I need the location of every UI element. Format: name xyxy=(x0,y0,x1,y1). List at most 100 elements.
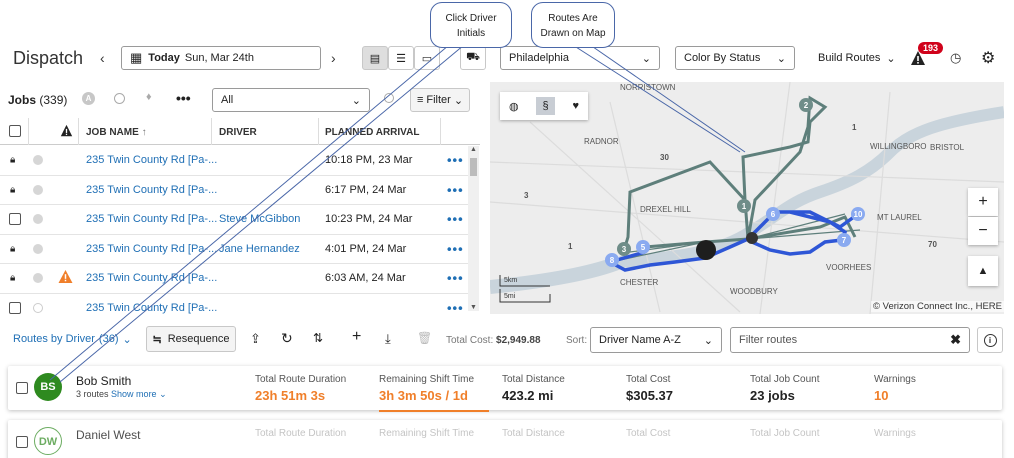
job-name-link[interactable]: 235 Twin County Rd [Pa-... xyxy=(86,272,218,285)
column-driver[interactable]: DRIVER xyxy=(219,127,257,138)
clear-icon[interactable]: ✖ xyxy=(950,332,961,347)
date-picker[interactable]: ▦ Today Sun, Mar 24th xyxy=(121,46,321,70)
metric-label: Warnings xyxy=(874,428,916,439)
jobs-filter-select[interactable]: All ⌄ xyxy=(212,88,370,112)
job-name-link[interactable]: 235 Twin County Rd [Pa-... xyxy=(86,213,218,226)
column-planned-arrival[interactable]: PLANNED ARRIVAL xyxy=(325,127,420,138)
table-row[interactable]: 235 Twin County Rd [Pa-... Steve McGibbo… xyxy=(0,205,468,235)
row-more-options-icon[interactable]: ••• xyxy=(447,300,464,314)
next-date-icon[interactable]: › xyxy=(331,50,336,66)
lightbulb-icon[interactable]: ♦ xyxy=(146,91,152,103)
sort-label: Sort: xyxy=(566,335,588,346)
driver-checkbox[interactable] xyxy=(16,382,28,394)
zoom-in-button[interactable]: + xyxy=(968,188,998,216)
view-map-button[interactable]: ▭ xyxy=(414,46,440,70)
routes-count: (36) xyxy=(98,333,119,345)
view-list-button[interactable]: ☰ xyxy=(388,46,414,70)
row-more-options-icon[interactable]: ••• xyxy=(447,241,464,257)
search-icon[interactable] xyxy=(384,93,394,103)
stop-1: 1 xyxy=(742,202,747,211)
sort-select[interactable]: Driver Name A-Z ⌄ xyxy=(590,327,722,353)
status-circle-icon[interactable] xyxy=(114,93,125,104)
map[interactable]: 2 1 3 5 8 6 7 10 NORRISTOWN RADNOR WILLI… xyxy=(490,82,1004,314)
zoom-out-button[interactable]: − xyxy=(968,217,998,245)
row-more-options-icon[interactable]: ••• xyxy=(447,270,464,286)
lock-icon[interactable]: 🔒︎ xyxy=(10,184,16,196)
job-name-link[interactable]: 235 Twin County Rd [Pa-... xyxy=(86,301,218,314)
lock-icon[interactable]: 🔒︎ xyxy=(10,243,16,255)
resequence-button[interactable]: ≒ Resequence xyxy=(146,326,236,352)
globe-icon[interactable]: ◍ xyxy=(508,100,519,113)
driver-checkbox[interactable] xyxy=(16,436,28,448)
view-truck-button[interactable]: ⛟ xyxy=(460,46,486,70)
alert-count-badge: 193 xyxy=(918,42,944,54)
status-dot-icon xyxy=(33,184,43,195)
table-row[interactable]: 235 Twin County Rd [Pa-... ••• xyxy=(0,294,468,314)
column-job-name[interactable]: JOB NAME ↑ xyxy=(86,127,147,138)
driver-metric: Total Cost $305.37 xyxy=(626,374,746,410)
driver-card[interactable]: BS Bob Smith 3 routes Show more ⌄ Total … xyxy=(8,366,1002,412)
map-attribution: © Verizon Connect Inc., HERE xyxy=(871,301,1004,312)
stop-6: 6 xyxy=(771,210,776,219)
driver-card[interactable]: DW Daniel West Total Route Duration Rema… xyxy=(8,420,1002,458)
driver-initials-avatar[interactable]: BS xyxy=(34,373,62,401)
map-canvas: 2 1 3 5 8 6 7 10 NORRISTOWN RADNOR WILLI… xyxy=(490,82,1004,314)
lock-icon[interactable]: 🔒︎ xyxy=(10,272,16,284)
driver-metric: Total Distance 423.2 mi xyxy=(502,374,622,410)
info-button[interactable]: i xyxy=(977,327,1003,353)
more-options-icon[interactable]: ••• xyxy=(176,90,191,106)
metric-value: 23 jobs xyxy=(750,388,795,403)
build-routes-button[interactable]: Build Routes ⌄ xyxy=(818,52,896,65)
chevron-down-icon: ⌄ xyxy=(886,53,896,65)
upload-icon[interactable]: ⇪ xyxy=(250,331,261,346)
select-all-checkbox[interactable] xyxy=(9,125,21,137)
row-more-options-icon[interactable]: ••• xyxy=(447,152,464,168)
status-dot-icon xyxy=(33,214,43,225)
jobs-scrollbar[interactable]: ▲ ▼ xyxy=(468,146,479,311)
sort-value: Driver Name A-Z xyxy=(599,334,681,346)
gear-icon[interactable]: ⚙ xyxy=(981,50,996,67)
compass-button[interactable]: ▲ xyxy=(968,256,998,286)
status-dot-icon xyxy=(33,243,43,254)
job-name-link[interactable]: 235 Twin County Rd [Pa-... xyxy=(86,154,218,167)
road-30: 30 xyxy=(660,153,669,162)
add-icon[interactable]: + xyxy=(352,328,362,345)
refresh-icon[interactable]: ↻ xyxy=(281,330,293,346)
row-checkbox[interactable] xyxy=(9,213,21,226)
trash-icon[interactable]: 🗑 xyxy=(417,331,433,345)
auto-filter-icon[interactable]: A xyxy=(82,92,95,105)
sort-arrow-icon: ↑ xyxy=(141,127,147,138)
stop-3: 3 xyxy=(622,245,627,254)
driver-link[interactable]: Jane Hernandez xyxy=(219,242,300,255)
lock-icon[interactable]: 🔒︎ xyxy=(10,154,16,166)
metric-value: 23h 51m 3s xyxy=(255,388,326,403)
row-more-options-icon[interactable]: ••• xyxy=(447,182,464,198)
driver-link[interactable]: Steve McGibbon xyxy=(219,213,301,226)
table-row[interactable]: 🔒︎ 235 Twin County Rd [Pa-... 10:18 PM, … xyxy=(0,146,468,176)
pin-icon[interactable]: ♥ xyxy=(572,100,580,112)
routes-by-driver-toggle[interactable]: Routes by Driver (36) ⌄ xyxy=(13,333,132,346)
driver-initials-avatar[interactable]: DW xyxy=(34,427,62,455)
table-row[interactable]: 🔒︎ 235 Twin County Rd [Pa-... Jane Herna… xyxy=(0,235,468,264)
view-split-button[interactable]: ▤ xyxy=(362,46,388,70)
filter-button[interactable]: ≡ Filter ⌄ xyxy=(410,88,470,112)
row-checkbox[interactable] xyxy=(9,301,21,314)
region-select[interactable]: Philadelphia ⌄ xyxy=(500,46,660,70)
history-icon[interactable]: ◷ xyxy=(950,50,962,65)
status-dot-icon xyxy=(33,302,43,313)
alerts-button[interactable] xyxy=(910,50,926,66)
table-row[interactable]: 🔒︎ 235 Twin County Rd [Pa-... 6:03 AM, 2… xyxy=(0,264,468,294)
stop-10: 10 xyxy=(854,210,863,219)
route-layer-icon[interactable]: § xyxy=(536,97,555,115)
table-row[interactable]: 🔒︎ 235 Twin County Rd [Pa-... 6:17 PM, 2… xyxy=(0,176,468,205)
row-more-options-icon[interactable]: ••• xyxy=(447,211,464,227)
job-name-link[interactable]: 235 Twin County Rd [Pa-... xyxy=(86,242,218,255)
filter-routes-input[interactable]: Filter routes ✖ xyxy=(730,327,970,353)
swap-icon[interactable]: ⇅ xyxy=(313,331,324,345)
job-name-link[interactable]: 235 Twin County Rd [Pa-... xyxy=(86,183,218,196)
color-by-select[interactable]: Color By Status ⌄ xyxy=(675,46,795,70)
prev-date-icon[interactable]: ‹ xyxy=(100,50,105,66)
download-icon[interactable]: ⤓ xyxy=(385,331,391,346)
show-more-link[interactable]: Show more ⌄ xyxy=(111,389,167,399)
road-1: 1 xyxy=(568,242,573,251)
